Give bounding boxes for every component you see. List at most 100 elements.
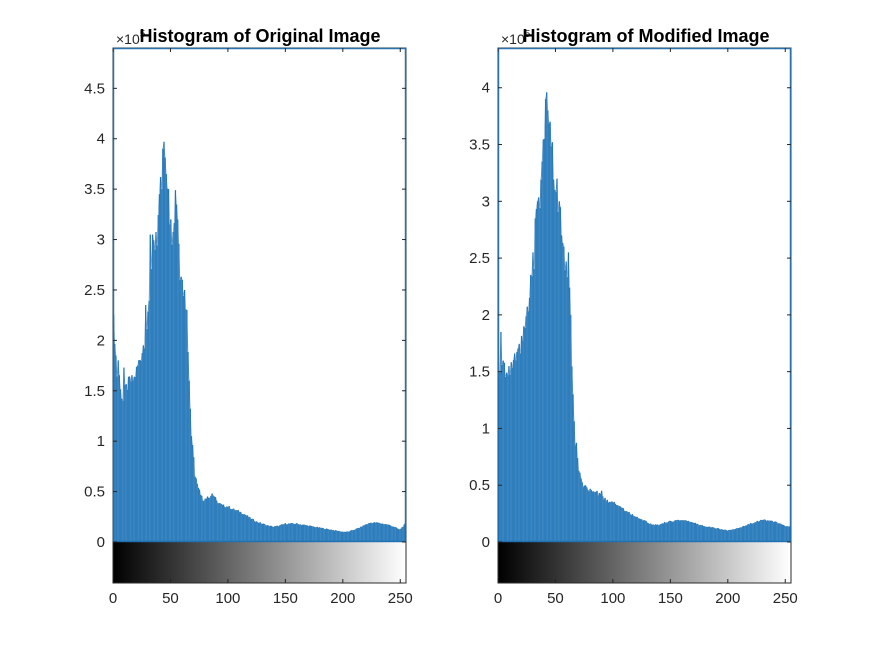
histogram-bar: [191, 445, 194, 542]
histogram-bar: [708, 526, 710, 542]
histogram-bar: [556, 178, 558, 542]
histogram-bar: [330, 529, 332, 542]
histogram-bar: [741, 526, 744, 542]
histogram-bar: [125, 384, 127, 542]
histogram-bar: [575, 443, 578, 542]
histogram-bar: [196, 483, 198, 542]
histogram-bar: [115, 355, 117, 542]
histogram-bar: [618, 506, 620, 542]
histogram-bar: [264, 524, 266, 542]
histogram-bar: [753, 523, 755, 542]
histogram-bar: [557, 211, 559, 542]
histogram-bar: [587, 489, 589, 542]
histogram-bar: [645, 521, 647, 542]
histogram-bar: [284, 523, 286, 542]
histogram-bar: [122, 400, 124, 542]
histogram-bar: [352, 530, 354, 542]
histogram-bar: [752, 523, 754, 542]
histogram-bar: [617, 505, 619, 542]
histogram-bar: [391, 526, 393, 542]
histogram-bar: [781, 524, 784, 542]
histogram-bar: [541, 161, 543, 542]
histogram-bar: [293, 524, 296, 542]
histogram-bar: [204, 498, 206, 542]
histogram-bar: [713, 527, 715, 542]
histogram-bar: [675, 520, 677, 542]
histogram-bar: [780, 524, 782, 542]
histogram-bar: [343, 532, 345, 542]
histogram-bar: [730, 530, 732, 542]
histogram-bar: [227, 507, 229, 542]
histogram-bar: [601, 490, 603, 542]
histogram-bar: [623, 511, 626, 542]
histogram-bar: [351, 530, 353, 542]
histogram-bar: [691, 522, 693, 542]
histogram-bar: [150, 269, 153, 542]
histogram-bar: [285, 524, 288, 542]
histogram-bar: [525, 316, 527, 542]
histogram-bar: [689, 522, 691, 542]
histogram-bar: [259, 522, 261, 542]
histogram-bar: [354, 529, 356, 542]
histogram-bar: [216, 500, 218, 542]
histogram-bar: [597, 495, 599, 542]
histogram-bar: [583, 485, 586, 542]
histogram-bar: [325, 528, 328, 542]
histogram-bar: [281, 524, 283, 542]
histogram-bar: [182, 295, 185, 542]
histogram-bar: [731, 529, 733, 542]
histogram-bar: [177, 219, 179, 542]
histogram-bar: [275, 526, 277, 542]
histogram-bar: [626, 511, 628, 542]
histogram-bar: [360, 526, 362, 542]
histogram-bar: [186, 310, 188, 542]
histogram-bar: [376, 522, 378, 542]
histogram-bar: [262, 523, 265, 542]
histogram-bar: [552, 179, 555, 542]
histogram-bar: [234, 510, 236, 542]
histogram-bar: [135, 367, 138, 542]
histogram-bar: [286, 524, 289, 542]
histogram-bar: [242, 514, 244, 542]
histogram-bar: [717, 528, 720, 542]
histogram-bar: [594, 492, 596, 542]
histogram-bar: [265, 525, 267, 542]
histogram-bar: [151, 234, 154, 542]
histogram-bar: [278, 525, 281, 542]
histogram-bar: [682, 520, 684, 542]
x-tick-label: 0: [109, 590, 117, 607]
histogram-bar: [369, 523, 371, 542]
histogram-bar: [564, 270, 566, 542]
histogram-bar: [143, 348, 146, 542]
histogram-bar: [620, 507, 622, 542]
histogram-bar: [218, 503, 220, 542]
histogram-bar: [604, 497, 606, 542]
histogram-bar: [114, 343, 116, 542]
histogram-bar: [145, 305, 147, 542]
histogram-bar: [387, 524, 389, 542]
histogram-bar: [643, 520, 645, 542]
histogram-bar: [614, 503, 617, 542]
histogram-bar: [126, 389, 129, 542]
histogram-bar: [598, 493, 601, 542]
histogram-bar: [203, 501, 205, 542]
histogram-bar: [209, 498, 211, 542]
histogram-bar: [728, 530, 730, 542]
histogram-bar: [141, 353, 143, 542]
histogram-bar: [668, 521, 670, 542]
histogram-bar: [595, 491, 597, 542]
histogram-bar: [206, 496, 209, 542]
histogram-bar: [289, 523, 291, 542]
histogram-bar: [501, 365, 503, 542]
histogram-bar: [397, 529, 400, 542]
histogram-bar: [132, 380, 134, 542]
histogram-bar: [611, 501, 613, 542]
histogram-bar: [785, 526, 787, 542]
histogram-bar: [317, 527, 320, 542]
histogram-bar: [586, 487, 588, 542]
histogram-bar: [507, 375, 509, 542]
histogram-bar: [127, 376, 130, 542]
histogram-bar: [194, 476, 196, 542]
histogram-bar: [712, 527, 714, 542]
histogram-bar: [256, 521, 258, 542]
